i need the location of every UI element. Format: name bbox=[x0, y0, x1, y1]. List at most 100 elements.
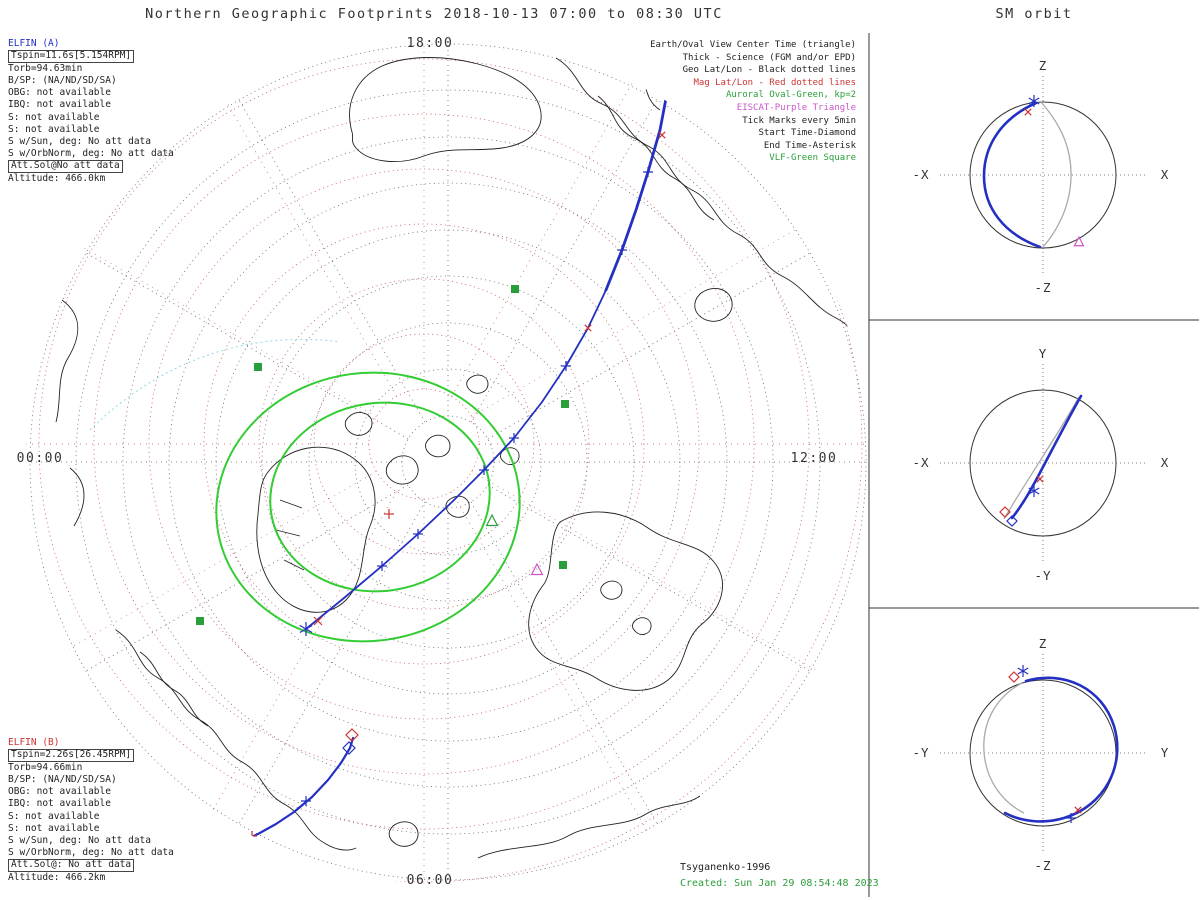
axis-label-top: Y bbox=[1039, 346, 1048, 361]
mag-graticule bbox=[26, 40, 870, 884]
legend-item-3: Mag Lat/Lon - Red dotted lines bbox=[693, 77, 856, 88]
asterisk-marker bbox=[1028, 485, 1040, 497]
axis-label-bottom: -Z bbox=[1034, 858, 1051, 873]
axis-label-left: -X bbox=[912, 455, 929, 470]
triangle-marker bbox=[485, 513, 499, 527]
plus-marker bbox=[377, 561, 387, 571]
legend-item-5: EISCAT-Purple Triangle bbox=[736, 102, 856, 113]
info-line-5: S: not available bbox=[8, 810, 100, 822]
elfin-b-info-block: ELFIN (B) Tspin=2.26s[26.45RPM] Torb=94.66… bbox=[8, 737, 174, 884]
info-line-2: B/SP: (NA/ND/SD/SA) bbox=[8, 74, 117, 86]
orbit-near-arc bbox=[982, 101, 1042, 249]
asterisk-marker bbox=[1017, 665, 1029, 677]
mlt-label-0000: 00:00 bbox=[17, 451, 64, 466]
legend-item-4: Auroral Oval-Green, kp=2 bbox=[725, 90, 856, 101]
axis-label-right: Y bbox=[1161, 745, 1170, 760]
orbit-far-arc bbox=[1003, 396, 1080, 520]
triangle-marker bbox=[1073, 235, 1085, 247]
axis-label-left: -Y bbox=[912, 745, 929, 760]
earth-circle bbox=[969, 101, 1117, 249]
mlt-label-1800: 18:00 bbox=[407, 36, 454, 51]
orbit-far-arc bbox=[983, 682, 1025, 814]
info-line-3: OBG: not available bbox=[8, 786, 111, 798]
info-line-5: S: not available bbox=[8, 111, 100, 123]
axis-label-right: X bbox=[1161, 167, 1170, 182]
plus-marker bbox=[301, 796, 311, 806]
info-line-7: S w/Sun, deg: No att data bbox=[8, 834, 151, 846]
info-line-7: S w/Sun, deg: No att data bbox=[8, 135, 151, 147]
diamond-marker bbox=[345, 728, 359, 742]
info-line-3: OBG: not available bbox=[8, 87, 111, 99]
orbit-near-arc bbox=[1010, 394, 1083, 520]
axis-label-top: Z bbox=[1039, 636, 1048, 651]
terminator-line bbox=[89, 339, 341, 431]
legend-item-6: Tick Marks every 5min bbox=[742, 115, 856, 126]
square-marker bbox=[559, 561, 567, 569]
square-marker bbox=[511, 285, 519, 293]
created-timestamp: Created: Sun Jan 29 08:54:48 2023 bbox=[680, 878, 879, 889]
info-line-0: Tspin=11.6s[5.154RPM] bbox=[8, 50, 174, 63]
mlt-label-1200: 12:00 bbox=[791, 451, 838, 466]
cross-marker bbox=[1024, 108, 1032, 116]
cross-marker bbox=[1036, 475, 1044, 483]
legend-item-8: End Time-Asterisk bbox=[763, 140, 856, 151]
coastlines bbox=[55, 57, 863, 859]
legend-item-9: VLF-Green Square bbox=[769, 153, 856, 164]
plus-marker bbox=[1066, 813, 1076, 823]
diamond-marker bbox=[1008, 671, 1020, 683]
info-line-6: S: not available bbox=[8, 822, 100, 834]
plus-marker bbox=[479, 465, 489, 475]
plus-marker bbox=[509, 433, 519, 443]
triangle-marker bbox=[530, 562, 544, 576]
legend-item-2: Geo Lat/Lon - Black dotted lines bbox=[682, 65, 856, 76]
legend-item-0: Earth/Oval View Center Time (triangle) bbox=[650, 40, 856, 50]
info-line-10: Altitude: 466.2km bbox=[8, 871, 106, 883]
earth-circle bbox=[969, 679, 1117, 827]
diamond-marker bbox=[342, 741, 356, 755]
geo-graticule bbox=[29, 43, 867, 881]
info-line-10: Altitude: 466.0km bbox=[8, 172, 106, 184]
cross-marker bbox=[584, 324, 592, 332]
map-legend: Earth/Oval View Center Time (triangle) Th… bbox=[556, 39, 856, 165]
diamond-marker bbox=[999, 506, 1011, 518]
cross-marker bbox=[313, 616, 323, 626]
info-line-8: S w/OrbNorm, deg: No att data bbox=[8, 847, 174, 859]
info-line-9: Att.Sol@: No att data bbox=[8, 859, 174, 872]
orbit-yz-panel: Z -Z -Y Y bbox=[912, 636, 1170, 873]
axis-label-bottom: -Z bbox=[1034, 280, 1051, 295]
elfin-a-block-title: ELFIN (A) bbox=[8, 38, 60, 49]
plus-marker bbox=[617, 245, 627, 255]
mlt-label-0600: 06:00 bbox=[407, 873, 454, 888]
plus-marker bbox=[384, 509, 394, 519]
axis-label-top: Z bbox=[1039, 58, 1048, 73]
plus-marker bbox=[247, 831, 257, 841]
cross-marker bbox=[1074, 806, 1082, 814]
info-line-6: S: not available bbox=[8, 123, 100, 135]
orbit-xz-panel: Z -Z -X X bbox=[912, 58, 1170, 295]
info-line-4: IBQ: not available bbox=[8, 798, 111, 810]
square-marker bbox=[561, 400, 569, 408]
info-line-4: IBQ: not available bbox=[8, 99, 111, 111]
plot-title: Northern Geographic Footprints 2018-10-1… bbox=[145, 6, 723, 22]
info-line-1: Torb=94.66min bbox=[8, 761, 83, 773]
model-label: Tsyganenko-1996 bbox=[680, 862, 771, 873]
axis-label-right: X bbox=[1161, 455, 1170, 470]
map-markers bbox=[196, 131, 666, 841]
auroral-oval-outer bbox=[215, 371, 521, 643]
info-line-2: B/SP: (NA/ND/SD/SA) bbox=[8, 773, 117, 785]
square-marker bbox=[196, 617, 204, 625]
earth-circle bbox=[969, 389, 1117, 537]
cross-marker bbox=[658, 131, 666, 139]
info-line-9: Att.Sol@No att data bbox=[8, 160, 174, 173]
asterisk-marker bbox=[299, 622, 313, 636]
orbit-xy-panel: Y -Y -X X bbox=[912, 346, 1170, 583]
diamond-marker bbox=[1006, 515, 1018, 527]
plus-marker bbox=[561, 361, 571, 371]
auroral-oval-inner bbox=[269, 401, 491, 593]
plus-marker bbox=[413, 529, 423, 539]
elfin-a-track bbox=[305, 86, 670, 630]
elfin-a-info-block: ELFIN (A) Tspin=11.6s[5.154RPM] Torb=94.63… bbox=[8, 38, 174, 185]
asterisk-marker bbox=[1028, 95, 1040, 107]
